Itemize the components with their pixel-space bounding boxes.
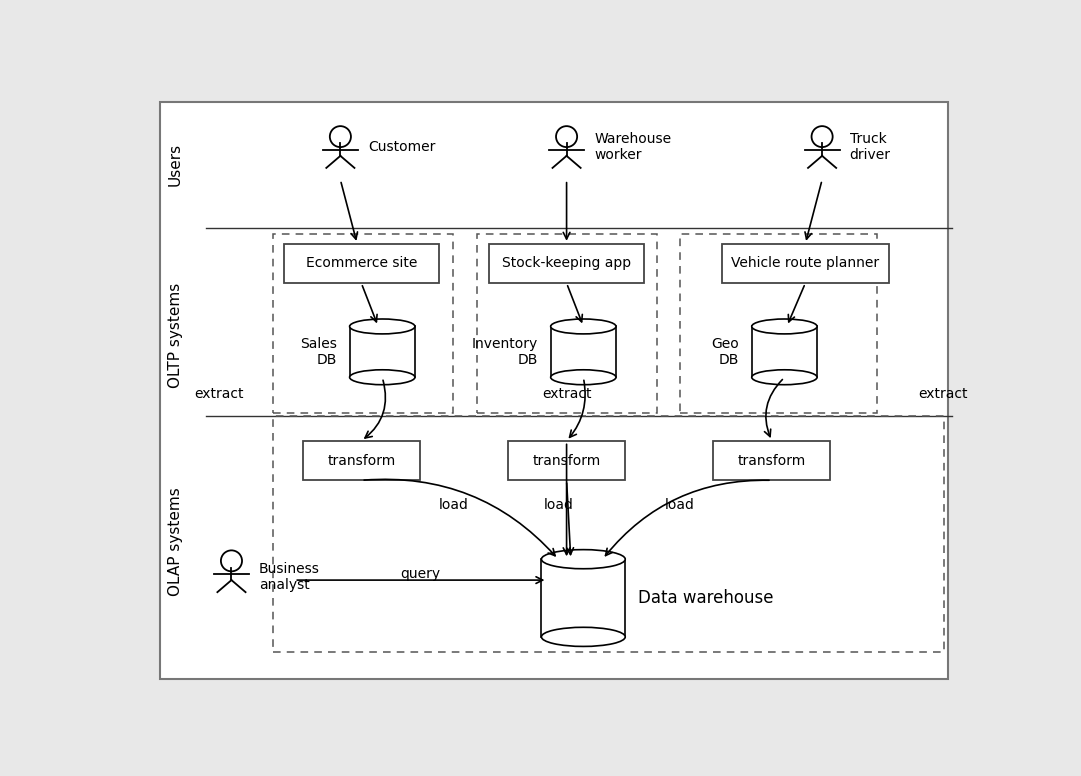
Text: transform: transform: [328, 454, 396, 468]
Text: load: load: [665, 498, 695, 512]
Bar: [713, 442, 830, 480]
Text: transform: transform: [533, 454, 601, 468]
Ellipse shape: [751, 370, 817, 385]
Text: Stock-keeping app: Stock-keeping app: [502, 256, 631, 270]
Bar: [273, 234, 454, 413]
Text: Vehicle route planner: Vehicle route planner: [731, 256, 880, 270]
Text: Geo
DB: Geo DB: [711, 337, 739, 367]
Bar: [722, 244, 890, 282]
Bar: [477, 234, 657, 413]
Text: Customer: Customer: [368, 140, 436, 154]
Ellipse shape: [550, 370, 616, 385]
Text: extract: extract: [919, 386, 967, 400]
Text: Ecommerce site: Ecommerce site: [306, 256, 417, 270]
Text: load: load: [544, 498, 573, 512]
Text: load: load: [439, 498, 468, 512]
Bar: [489, 244, 644, 282]
Text: Truck
driver: Truck driver: [850, 132, 891, 162]
Bar: [349, 327, 415, 377]
Bar: [284, 244, 439, 282]
Bar: [550, 327, 616, 377]
Ellipse shape: [542, 549, 625, 569]
Text: Warehouse
worker: Warehouse worker: [595, 132, 671, 162]
Ellipse shape: [550, 319, 616, 334]
Text: transform: transform: [737, 454, 806, 468]
Ellipse shape: [349, 370, 415, 385]
Text: OLAP systems: OLAP systems: [168, 487, 183, 596]
Text: extract: extract: [195, 386, 244, 400]
Ellipse shape: [349, 319, 415, 334]
Ellipse shape: [751, 319, 817, 334]
Text: Inventory
DB: Inventory DB: [471, 337, 538, 367]
Bar: [751, 327, 817, 377]
Text: Business
analyst: Business analyst: [259, 562, 320, 592]
Text: Sales
DB: Sales DB: [301, 337, 337, 367]
Bar: [542, 559, 625, 637]
Bar: [680, 234, 877, 413]
Bar: [508, 442, 625, 480]
Bar: [303, 442, 419, 480]
Text: Data warehouse: Data warehouse: [638, 589, 773, 607]
Text: OLTP systems: OLTP systems: [168, 282, 183, 388]
Text: extract: extract: [542, 386, 591, 400]
Text: query: query: [400, 566, 440, 580]
Text: Users: Users: [168, 144, 183, 186]
Ellipse shape: [542, 627, 625, 646]
Bar: [273, 416, 944, 652]
